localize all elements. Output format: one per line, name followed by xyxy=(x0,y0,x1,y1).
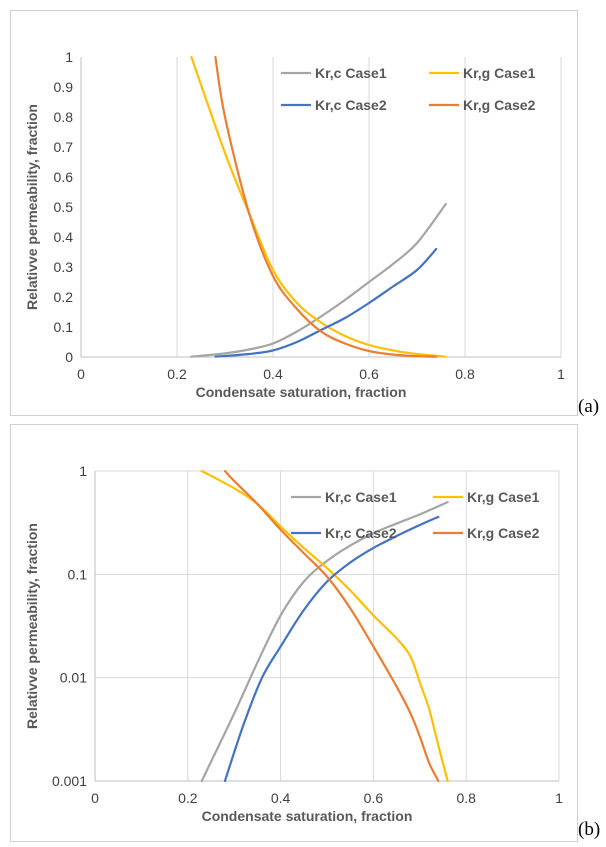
figure-label-b: (b) xyxy=(578,819,601,840)
y-tick-label: 0.6 xyxy=(54,169,74,185)
series-line-kr-c-case1 xyxy=(190,202,447,358)
y-tick-label: 0.9 xyxy=(54,79,74,95)
y-tick-label: 0.4 xyxy=(54,229,74,245)
y-tick-label: 0.8 xyxy=(54,109,74,125)
x-tick-label: 0.2 xyxy=(167,366,187,382)
y-axis-title: Relativve permeability, fraction xyxy=(24,104,40,310)
y-tick-label: 0.1 xyxy=(68,566,88,582)
legend-entry: Kr,c Case1 xyxy=(315,65,387,81)
y-tick-label: 0.1 xyxy=(54,319,74,335)
legend-entry: Kr,c Case1 xyxy=(325,489,397,505)
legend-entry: Kr,c Case2 xyxy=(325,525,397,541)
legend-entry: Kr,g Case1 xyxy=(467,489,540,505)
legend-entry: Kr,g Case1 xyxy=(463,65,536,81)
y-tick-label: 0.2 xyxy=(54,289,74,305)
chart-b-svg: 0 0.2 0.4 0.6 0.8 1 0.001 0.01 0.1 1 Condensate sa… xyxy=(24,463,563,824)
figure-label-a: (a) xyxy=(578,396,600,417)
legend-entry: Kr,c Case2 xyxy=(315,97,387,113)
x-tick-label: 0.4 xyxy=(271,790,291,806)
series-line-kr-c-case2 xyxy=(223,515,440,782)
series-line-kr-c-case1 xyxy=(200,501,449,782)
x-axis-title: Condensate saturation, fraction xyxy=(196,384,407,400)
y-tick-label: 1 xyxy=(79,463,87,479)
chart-a-svg: 0 0.2 0.4 0.6 0.8 1 0 0.1 0.2 0.3 0.4 0.5 0.6 0.7 0.8 0… xyxy=(24,49,565,400)
chart-panel-b: 0 0.2 0.4 0.6 0.8 1 0.001 0.01 0.1 1 Condensate sa… xyxy=(10,424,578,842)
x-tick-label: 0.6 xyxy=(364,790,384,806)
series-line-kr-c-case2 xyxy=(214,247,438,358)
x-tick-label: 0.6 xyxy=(359,366,379,382)
y-tick-label: 0.3 xyxy=(54,259,74,275)
x-tick-label: 0 xyxy=(77,366,85,382)
y-tick-label: 1 xyxy=(65,49,73,65)
x-tick-label: 0.8 xyxy=(456,790,476,806)
legend-entry: Kr,g Case2 xyxy=(463,97,536,113)
y-tick-label: 0.5 xyxy=(54,199,74,215)
y-tick-label: 0 xyxy=(65,349,73,365)
x-tick-label: 0 xyxy=(91,790,99,806)
x-axis-title: Condensate saturation, fraction xyxy=(202,808,413,824)
x-tick-label: 0.4 xyxy=(263,366,283,382)
x-tick-label: 0.8 xyxy=(455,366,475,382)
chart-panel-a: 0 0.2 0.4 0.6 0.8 1 0 0.1 0.2 0.3 0.4 0.5 0.6 0.7 0.8 0… xyxy=(10,10,578,416)
y-tick-label: 0.001 xyxy=(52,773,87,789)
y-axis-title: Relativve permeability, fraction xyxy=(24,523,40,729)
series-line-kr-g-case1 xyxy=(190,56,447,358)
y-tick-label: 0.7 xyxy=(54,139,74,155)
y-tick-label: 0.01 xyxy=(60,670,87,686)
x-tick-label: 0.2 xyxy=(178,790,198,806)
series-line-kr-g-case2 xyxy=(214,56,438,358)
x-tick-label: 1 xyxy=(555,790,563,806)
legend-entry: Kr,g Case2 xyxy=(467,525,540,541)
series-line-kr-g-case2 xyxy=(223,470,440,782)
x-tick-label: 1 xyxy=(557,366,565,382)
